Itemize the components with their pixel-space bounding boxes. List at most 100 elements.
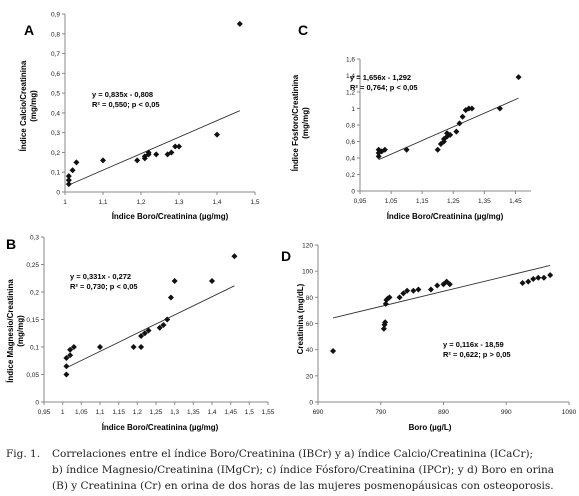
chart-c-y-tick-label: 1,4 [346, 73, 355, 80]
chart-d-point [330, 347, 337, 354]
chart-b-x-tick-label: 1,55 [262, 409, 275, 416]
chart-d-y-tick-label: 100 [302, 269, 313, 276]
chart-c-equation: y = 1,656x - 1,292 R² = 0,764; p < 0,05 [350, 73, 418, 93]
chart-c-point [459, 113, 466, 120]
panel-letter-b: B [6, 236, 17, 252]
chart-c-point [444, 133, 451, 140]
chart-d-x-tick-label: 790 [375, 409, 386, 416]
chart-d-svg: 0 20 40 60 80 100 120 690 790 890 990 1090 [302, 243, 577, 417]
chart-b-y-tick-label: 0,3 [30, 235, 39, 242]
chart-b-point [67, 346, 74, 353]
chart-a-y-tick-label: 0,1 [51, 170, 60, 177]
chart-c-x-tick-label: 0,95 [354, 198, 367, 205]
chart-d-point [530, 276, 537, 283]
chart-c-point [515, 74, 522, 81]
chart-a-point [65, 177, 72, 184]
figure-label: Fig. 1. [6, 448, 41, 460]
chart-d-x-tick-label: 690 [313, 409, 324, 416]
chart-d-point [396, 294, 403, 301]
chart-d-equation-text: y = 0,116x - 18,59 [443, 340, 504, 349]
chart-b-x-tick-label: 1,1 [95, 409, 104, 416]
chart-b-equation: y = 0,331x - 0,272 R² = 0,730; p < 0,05 [70, 272, 138, 292]
chart-d-y-tick-label: 120 [302, 243, 313, 250]
chart-b-x-tick-label: 1,05 [75, 409, 88, 416]
chart-b-point [97, 344, 103, 350]
chart-d-point [443, 278, 450, 285]
chart-d-point [384, 295, 391, 302]
chart-c-y-tick-label: 1,2 [346, 90, 355, 97]
chart-d-point [434, 282, 441, 289]
chart-b-point [167, 294, 174, 301]
chart-c-point [444, 130, 451, 137]
chart-a-x-tick-label: 1 [63, 199, 67, 206]
chart-a-point [134, 157, 141, 164]
chart-c-ylabel: Índice Fósforo/Creatinina (mg/mg) [291, 60, 313, 186]
chart-b-x-tick-label: 1,15 [112, 409, 125, 416]
panel-letter-d: D [281, 248, 292, 264]
chart-c-x-tick-label: 1,45 [509, 198, 522, 205]
chart-d-point [386, 294, 393, 301]
chart-c-point [434, 146, 441, 153]
chart-b-x-tick-label: 0,95 [38, 409, 51, 416]
caption-line-1: Correlaciones entre el índice Boro/Creat… [52, 448, 534, 460]
chart-a-y-tick-label: 0 [56, 190, 60, 197]
chart-b-point [231, 253, 238, 260]
chart-d-point [535, 274, 542, 281]
chart-c-point [456, 120, 463, 127]
chart-d-ylabel-line1: Creatinina (mg/dL) [296, 283, 305, 355]
chart-d-point [382, 319, 389, 326]
chart-a-point [236, 20, 243, 27]
chart-panel-d: 0 20 40 60 80 100 120 690 790 890 990 1090 D y = 0,… [281, 230, 579, 440]
chart-panel-b: 0 0,05 0,1 0,15 0,2 0,25 0,3 0,95 1 1,05 1,1 1,15 1,… [0, 230, 290, 440]
chart-c-r2-text: R² = 0,764; p < 0,05 [350, 83, 418, 92]
chart-c-point [403, 146, 410, 153]
chart-d-point [404, 287, 411, 294]
chart-d-x-tick-label: 1090 [562, 409, 577, 416]
chart-d-y-tick-label: 80 [306, 295, 314, 302]
chart-b-point [130, 344, 137, 350]
chart-a-x-tick-label: 1,5 [250, 199, 259, 206]
chart-b-point [70, 344, 77, 350]
chart-c-point [465, 105, 472, 112]
chart-c-y-tick-label: 0,4 [346, 156, 355, 163]
chart-c-y-tick-label: 0,8 [346, 123, 355, 130]
chart-d-point [400, 290, 407, 297]
panel-letter-a: A [24, 22, 35, 38]
chart-d-point [382, 300, 389, 307]
chart-a-y-tick-label: 0,7 [51, 51, 60, 58]
chart-c-y-tick-label: 0,2 [346, 172, 355, 179]
chart-a-x-tick-label: 1,4 [212, 199, 221, 206]
chart-a-ylabel-line2: (mg/mg) [29, 90, 38, 122]
caption-line-3: (B) y Creatinina (Cr) en orina de dos ho… [52, 480, 554, 492]
chart-a-svg: 0 0,1 0,2 0,3 0,4 0,5 0,6 0,7 0,8 0,9 1 1,1 1,2 1,3 1,… [51, 12, 260, 207]
chart-b-x-tick-label: 1,45 [224, 409, 237, 416]
chart-d-point [380, 325, 387, 332]
chart-b-ylabel-line2: (mg/mg) [16, 315, 25, 347]
chart-b-point [156, 324, 163, 331]
chart-d-y-tick-label: 20 [306, 373, 314, 380]
chart-c-trendline [378, 97, 519, 161]
panel-letter-c: C [298, 22, 309, 38]
chart-b-x-tick-label: 1,35 [187, 409, 200, 416]
chart-d-point [446, 281, 453, 288]
chart-c-xlabel: Índice Boro/Creatinina (µg/mg) [386, 212, 504, 221]
chart-b-x-tick-label: 1,4 [207, 409, 216, 416]
chart-a-x-tick-label: 1,1 [98, 199, 107, 206]
chart-a-xlabel: Índice Boro/Creatinina (µg/mg) [111, 212, 229, 221]
chart-b-x-tick-label: 1,2 [133, 409, 142, 416]
chart-b-x-tick-label: 1,3 [170, 409, 179, 416]
chart-d-point [427, 286, 434, 293]
chart-c-point [453, 128, 460, 135]
chart-b-x-tick-label: 1 [61, 409, 65, 416]
chart-c-point [381, 146, 388, 153]
chart-b-y-tick-label: 0,1 [30, 345, 39, 352]
chart-b-trendline [66, 285, 235, 369]
chart-d-y-tick-label: 60 [306, 321, 314, 328]
chart-a-y-tick-label: 0,3 [51, 130, 60, 137]
chart-b-point [164, 316, 171, 323]
chart-d-r2-text: R² = 0,622; p > 0,05 [443, 350, 511, 359]
chart-d-point [415, 286, 422, 293]
chart-b-x-tick-label: 1,25 [150, 409, 163, 416]
chart-d-y-tick-label: 40 [306, 347, 314, 354]
chart-c-x-tick-label: 1,35 [478, 198, 491, 205]
